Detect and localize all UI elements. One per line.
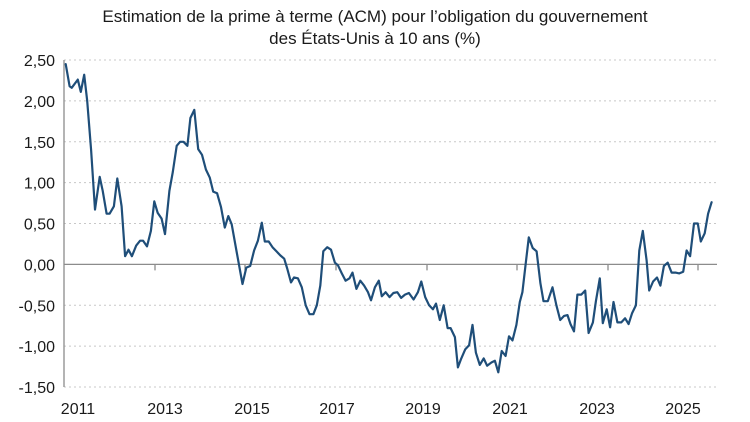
y-tick-label: 2,50	[24, 53, 55, 70]
y-axis: 2,50 2,00 1,50 1,00 0,50 0,00 -0,50 -1,00 -1,50	[19, 53, 65, 397]
x-tick-label: 2025	[665, 401, 701, 418]
y-tick-label: 1,50	[24, 135, 55, 152]
x-tick-label: 2023	[579, 401, 615, 418]
chart-title: Estimation de la prime à terme (ACM) pou…	[0, 6, 750, 50]
gridlines	[64, 59, 717, 388]
x-tick-label: 2021	[492, 401, 528, 418]
y-tick-label: 0,00	[24, 257, 55, 274]
y-tick-label: 2,00	[24, 94, 55, 111]
x-axis: 2011 2013 2015 2017 2019 2021 2023 2025	[61, 263, 717, 418]
chart-title-line-1: Estimation de la prime à terme (ACM) pou…	[102, 7, 648, 26]
x-tick-label: 2019	[405, 401, 441, 418]
x-tick-label: 2015	[234, 401, 270, 418]
y-tick-label: -1,50	[19, 380, 56, 397]
chart-title-line-2: des États-Unis à 10 ans (%)	[269, 29, 481, 48]
term-premium-line	[64, 62, 713, 374]
x-tick-label: 2013	[147, 401, 183, 418]
x-tick-label: 2011	[61, 401, 96, 418]
y-tick-label: 1,00	[24, 176, 55, 193]
y-tick-label: -1,00	[19, 339, 56, 356]
y-tick-label: 0,50	[24, 217, 55, 234]
y-tick-label: -0,50	[19, 298, 56, 315]
x-tick-label: 2017	[319, 401, 355, 418]
